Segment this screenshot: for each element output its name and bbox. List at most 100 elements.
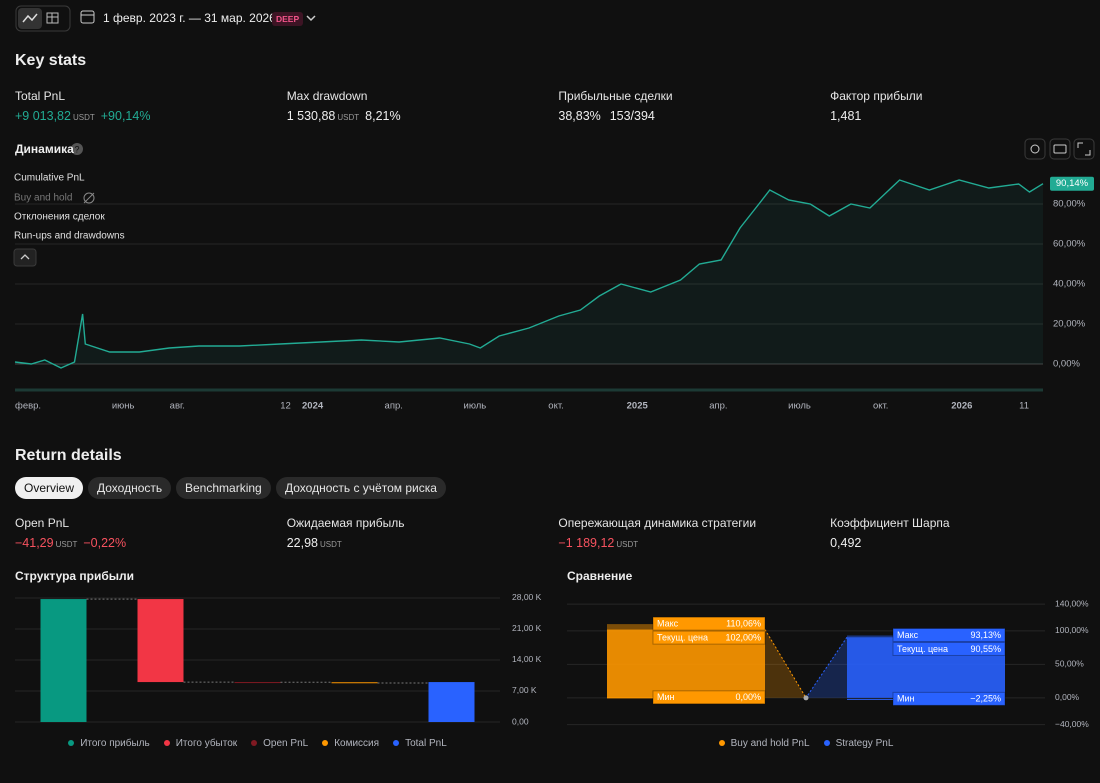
legend-label: Open PnL [263, 738, 309, 749]
label-box [652, 616, 766, 631]
y-tick-label: 0,00 [512, 716, 529, 726]
legend-dot [718, 740, 725, 747]
x-tick-label: июнь [112, 401, 135, 412]
stat-label: Коэффициент Шарпа [830, 516, 950, 530]
legend-dot [823, 740, 830, 747]
stat-unit: USDT [55, 540, 78, 549]
connector [805, 636, 848, 699]
y-tick-label: 21,00 K [512, 623, 542, 633]
legend-item: Total PnL [393, 738, 447, 749]
y-tick-label: 50,00% [1055, 659, 1084, 669]
y-tick-label: 0,00% [1055, 692, 1080, 702]
date-range[interactable]: 1 февр. 2023 г. — 31 мар. 2026 г. [103, 11, 286, 25]
label-box-name: Макс [897, 630, 919, 640]
calendar-icon[interactable] [80, 10, 95, 24]
tab[interactable]: Benchmarking [176, 477, 271, 499]
legend-dot [393, 740, 400, 747]
hidden-series-icon[interactable] [83, 192, 95, 204]
legend-dot [68, 740, 75, 747]
legend-entry: Отклонения сделок [14, 212, 105, 223]
legend-item: Комиссия [322, 738, 379, 749]
hidden-series-icon-strike [83, 192, 95, 204]
y-tick-label: −40,00% [1055, 719, 1089, 729]
tab[interactable]: Overview [15, 477, 84, 499]
tab[interactable]: Доходность с учётом риска [276, 477, 446, 499]
last-value-label: 90,14% [1056, 178, 1089, 189]
settings-button[interactable] [1024, 138, 1046, 160]
legend-item: Strategy PnL [823, 738, 893, 749]
legend-item: Итого прибыль [68, 738, 150, 749]
stat-value: 1,481 [830, 109, 862, 123]
stat-label: Open PnL [15, 516, 70, 530]
snapshot-button[interactable] [1049, 138, 1071, 160]
stat-value: 38,83% [558, 109, 601, 123]
legend-dot [322, 740, 329, 747]
y-tick-label: 100,00% [1055, 625, 1089, 635]
stat-value-row: −1 189,12 USDT [558, 534, 644, 552]
x-tick-label: 12 [280, 401, 291, 412]
legend-dot [163, 740, 170, 747]
label-box-name: Текущ. цена [657, 632, 708, 642]
legend-item: Buy and hold PnL [718, 738, 810, 749]
legend-label: Total PnL [405, 738, 447, 749]
stat-value-row: 22,98 USDT [287, 534, 348, 552]
x-tick-label: апр. [385, 401, 403, 412]
label-box [892, 691, 1006, 706]
bar [234, 682, 281, 684]
x-tick-label: 11 [1019, 401, 1029, 412]
chart-view-icon [22, 13, 38, 23]
label-box-value: 102,00% [725, 632, 761, 642]
x-tick-label: июль [788, 401, 811, 412]
fullscreen-button[interactable] [1073, 138, 1095, 160]
label-box [892, 627, 1006, 642]
last-value-badge [1050, 176, 1094, 191]
y-tick-label: 40,00% [1053, 279, 1086, 290]
x-tick-label: 2025 [627, 401, 649, 412]
legend-label: Итого убыток [175, 738, 238, 749]
bar [40, 599, 87, 722]
stat-value-row: 1 530,88 USDT 8,21% [287, 107, 401, 125]
label-box [892, 641, 1006, 656]
stat-unit: USDT [72, 113, 95, 122]
label-box-name: Мин [657, 692, 675, 702]
stat-label: Ожидаемая прибыль [286, 516, 405, 530]
label-box-value: −2,25% [970, 694, 1001, 704]
x-tick-label: авг. [170, 401, 185, 412]
stat-value: +9 013,82 [15, 109, 71, 123]
legend-item: Итого убыток [163, 738, 238, 749]
chart-title: Структура прибыли [15, 569, 135, 583]
label-box-value: 90,55% [970, 644, 1001, 654]
label-box-value: 93,13% [970, 630, 1001, 640]
label-box [652, 690, 766, 705]
x-tick-label: окт. [873, 401, 888, 412]
stat-label: Max drawdown [286, 89, 368, 103]
line-series [14, 179, 1044, 369]
legend-entry: Run-ups and drawdowns [14, 231, 125, 242]
date-dropdown-chevron[interactable] [306, 15, 316, 22]
stat-label: Опережающая динамика стратегии [558, 516, 757, 530]
stat-unit: USDT [337, 113, 360, 122]
stat-value-row: −41,29 USDT −0,22% [15, 534, 126, 552]
line-area [15, 180, 1043, 368]
y-tick-label: 0,00% [1053, 359, 1080, 370]
stat-value-row: 38,83% 153/394 [558, 107, 654, 125]
legend-label: Итого прибыль [80, 738, 150, 749]
tab[interactable]: Доходность [88, 477, 172, 499]
legend-entry: Cumulative PnL [14, 173, 85, 184]
stat-value-row: 1,481 [830, 107, 861, 125]
x-tick-label: 2024 [302, 401, 324, 412]
deep-badge: DEEP [272, 12, 304, 26]
collapse-legend-button[interactable] [13, 248, 37, 267]
legend-entry: Buy and hold [14, 193, 72, 204]
chart-title: Сравнение [567, 569, 633, 583]
fullscreen-icon [1085, 150, 1091, 156]
label-box [652, 630, 766, 645]
collapse-icon [20, 254, 30, 260]
help-icon[interactable] [71, 143, 83, 155]
label-box-value: 110,06% [726, 618, 761, 628]
stat-value: −1 189,12 [558, 536, 615, 550]
y-tick-label: 140,00% [1055, 598, 1089, 608]
help-icon-glyph: ? [74, 144, 79, 154]
stat-unit: USDT [319, 540, 342, 549]
y-tick-label: 80,00% [1053, 199, 1086, 210]
